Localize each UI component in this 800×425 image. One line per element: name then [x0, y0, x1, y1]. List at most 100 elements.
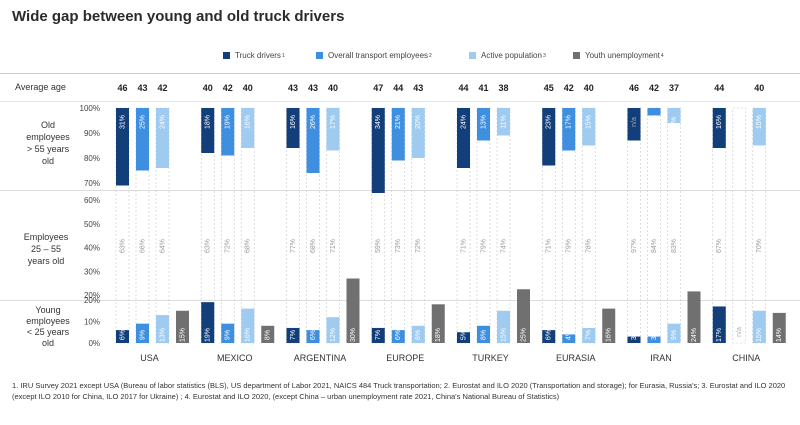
- bar-label-young: 7%: [290, 330, 297, 340]
- legend-label: Youth unemployment: [585, 51, 660, 60]
- bar-old: [221, 108, 235, 156]
- bar-label-young: 7%: [586, 330, 593, 340]
- y-tick-label: 30%: [84, 267, 100, 276]
- bar-label-young: 8%: [415, 330, 422, 340]
- bar-label-young: 6%: [119, 330, 126, 340]
- bar-label-mid: 84%: [651, 239, 658, 253]
- bar-young: [221, 323, 235, 343]
- legend-item-youth-unemployment: Youth unemployment 4: [573, 51, 664, 60]
- bar-label-mid: 59%: [375, 239, 382, 253]
- bar-old: [156, 108, 169, 168]
- bar-label-old: 13%: [480, 115, 487, 129]
- bar-label-old: 23%: [546, 115, 553, 129]
- bar-young: [582, 327, 596, 343]
- bar-label-mid: 72%: [415, 239, 422, 253]
- legend-item-active-population: Active population 3: [469, 51, 546, 60]
- bar-young: [306, 330, 320, 343]
- bar-old: [201, 108, 215, 153]
- bar-label-young: 9%: [671, 330, 678, 340]
- bar-young: [542, 330, 556, 343]
- bar-label-young: 14%: [776, 328, 783, 342]
- average-age-value: 42: [157, 83, 167, 93]
- bar-young: [457, 332, 470, 343]
- bar-label-old: 31%: [119, 115, 126, 129]
- average-age-value: 43: [288, 83, 298, 93]
- bar-label-young: 17%: [716, 328, 723, 342]
- bar-label-young: 6%: [395, 330, 402, 340]
- bar-old: [752, 108, 766, 146]
- average-age-value: 40: [754, 83, 764, 93]
- legend: Truck drivers 1 Overall transport employe…: [0, 51, 800, 65]
- bar-label-mid: 79%: [480, 239, 487, 253]
- bar-young: [562, 334, 576, 343]
- bar-label-young: 8%: [480, 330, 487, 340]
- bar-old: [306, 108, 320, 173]
- row-label-mid: Employees: [24, 232, 69, 242]
- bar-old: [582, 108, 596, 146]
- bar-young: [391, 330, 405, 343]
- bar-old: [477, 108, 490, 141]
- bar-label-young: 25%: [520, 328, 527, 342]
- bar-old: [286, 108, 300, 148]
- bar-young: [326, 317, 340, 343]
- bar-label-mid: 73%: [395, 239, 402, 253]
- average-age-value: 42: [223, 83, 233, 93]
- average-age-value: 40: [328, 83, 338, 93]
- bar-label-young: 18%: [435, 328, 442, 342]
- bar-old: [562, 108, 576, 151]
- bar-label-mid: 71%: [330, 239, 337, 253]
- row-label-old: Old: [41, 120, 55, 130]
- bar-outline: [627, 107, 641, 344]
- bar-old: [241, 108, 255, 148]
- bar-label-old: 13%: [651, 115, 658, 129]
- bar-young: [687, 291, 701, 343]
- average-age-value: 43: [413, 83, 423, 93]
- average-age-value: 40: [243, 83, 253, 93]
- average-age-value: 46: [117, 83, 127, 93]
- bar-label-mid: 83%: [671, 239, 678, 253]
- bar-label-old: 16%: [245, 115, 252, 129]
- bar-label-mid: 72%: [225, 239, 232, 253]
- bar-label-mid: 79%: [566, 239, 573, 253]
- bar-label-young: 3%: [631, 330, 638, 340]
- bar-label-young: 9%: [139, 330, 146, 340]
- bar-label-mid: 68%: [245, 239, 252, 253]
- bar-young: [627, 336, 641, 343]
- bar-label-young: 24%: [691, 328, 698, 342]
- bar-young: [201, 302, 215, 343]
- bar-label-young: 12%: [330, 328, 337, 342]
- bar-young: [156, 315, 169, 343]
- row-label-old: old: [42, 156, 54, 166]
- bar-young: [497, 310, 510, 343]
- bar-old: [667, 108, 681, 123]
- x-category-label: ARGENTINA: [294, 353, 347, 363]
- bar-label-old: 24%: [159, 115, 166, 129]
- y-tick-label: 50%: [84, 220, 100, 229]
- bar-young: [241, 308, 255, 343]
- bar-young: [136, 323, 149, 343]
- row-label-young: employees: [26, 316, 70, 326]
- bar-label-old: 19%: [225, 115, 232, 129]
- bar-label-mid: 97%: [631, 239, 638, 253]
- bar-label-mid: 71%: [460, 239, 467, 253]
- bar-old: [391, 108, 405, 161]
- bar-label-young: 9%: [225, 330, 232, 340]
- legend-swatch: [316, 52, 323, 59]
- average-age-value: 43: [137, 83, 147, 93]
- bar-label-old: 15%: [586, 115, 593, 129]
- row-label-young: old: [42, 338, 54, 348]
- y-tick-label: 70%: [84, 179, 100, 188]
- average-age-value: 40: [584, 83, 594, 93]
- legend-label: Active population: [481, 51, 542, 60]
- bar-old: [497, 108, 510, 136]
- bar-old: [371, 108, 385, 193]
- bar-young: [752, 310, 766, 343]
- bar-label-young: 8%: [265, 330, 272, 340]
- y-tick-label: 0%: [88, 339, 100, 348]
- bar-young: [286, 327, 300, 343]
- y-tick-label: 20%: [84, 291, 100, 300]
- average-age-value: 44: [393, 83, 403, 93]
- average-age-value: 47: [373, 83, 383, 93]
- x-category-label: CHINA: [732, 353, 760, 363]
- bar-label-old: 15%: [756, 115, 763, 129]
